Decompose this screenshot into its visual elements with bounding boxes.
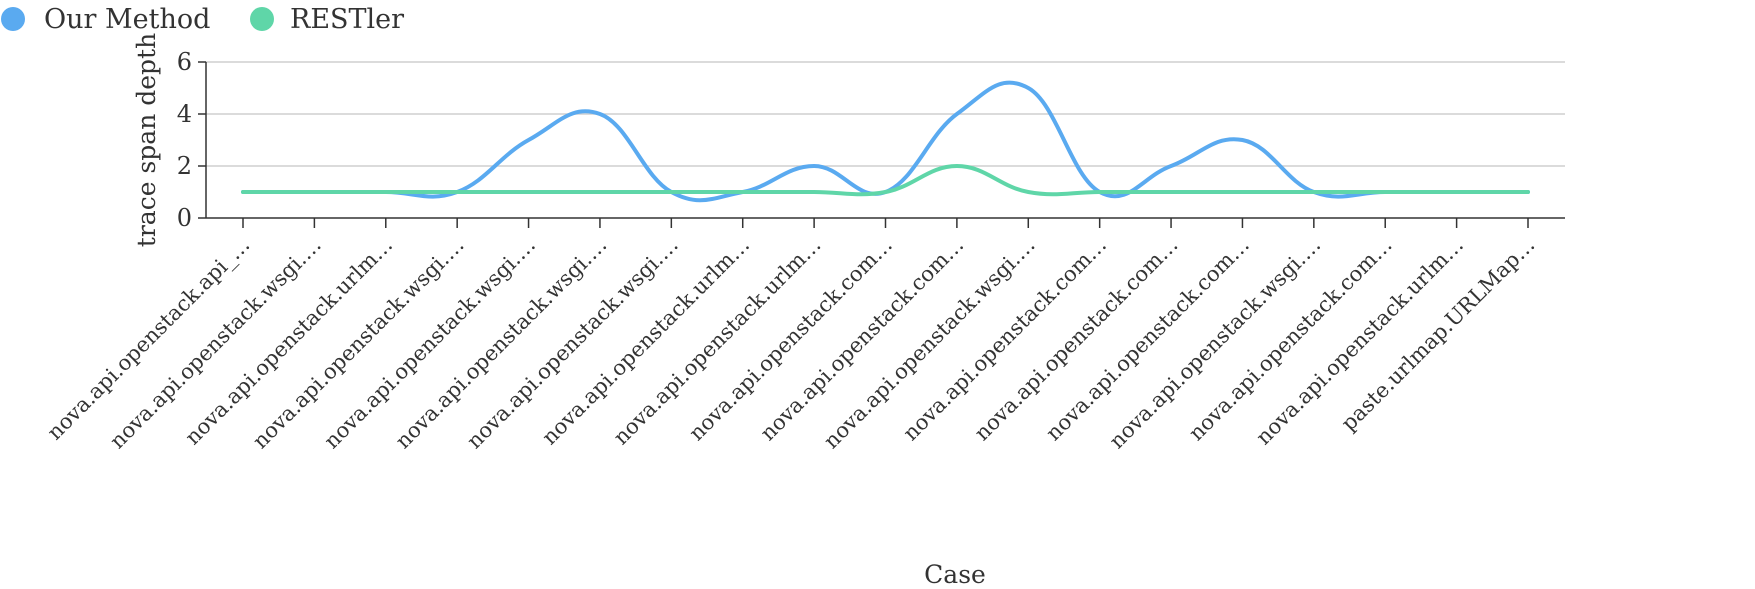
legend-swatch-our-method[interactable] <box>1 7 25 31</box>
series-line-restler <box>241 164 1530 197</box>
y-tick-label-4: 4 <box>177 100 192 128</box>
legend-label-restler[interactable]: RESTler <box>290 4 404 35</box>
grid-lines <box>206 61 1565 167</box>
series-line-our-method <box>241 80 1530 203</box>
legend: Our Method RESTler <box>1 4 404 35</box>
y-tick-label-6: 6 <box>177 48 192 76</box>
x-axis-title: Case <box>924 560 986 589</box>
y-axis-title: trace span depth <box>132 33 161 247</box>
x-axis: nova.api.openstack.api_…nova.api.opensta… <box>43 217 1565 453</box>
legend-label-our-method[interactable]: Our Method <box>44 4 210 35</box>
legend-swatch-restler[interactable] <box>250 7 274 31</box>
series-layer <box>241 80 1530 203</box>
y-tick-label-2: 2 <box>177 152 192 180</box>
y-axis: 0 2 4 6 <box>177 48 207 232</box>
y-tick-label-0: 0 <box>177 204 192 232</box>
